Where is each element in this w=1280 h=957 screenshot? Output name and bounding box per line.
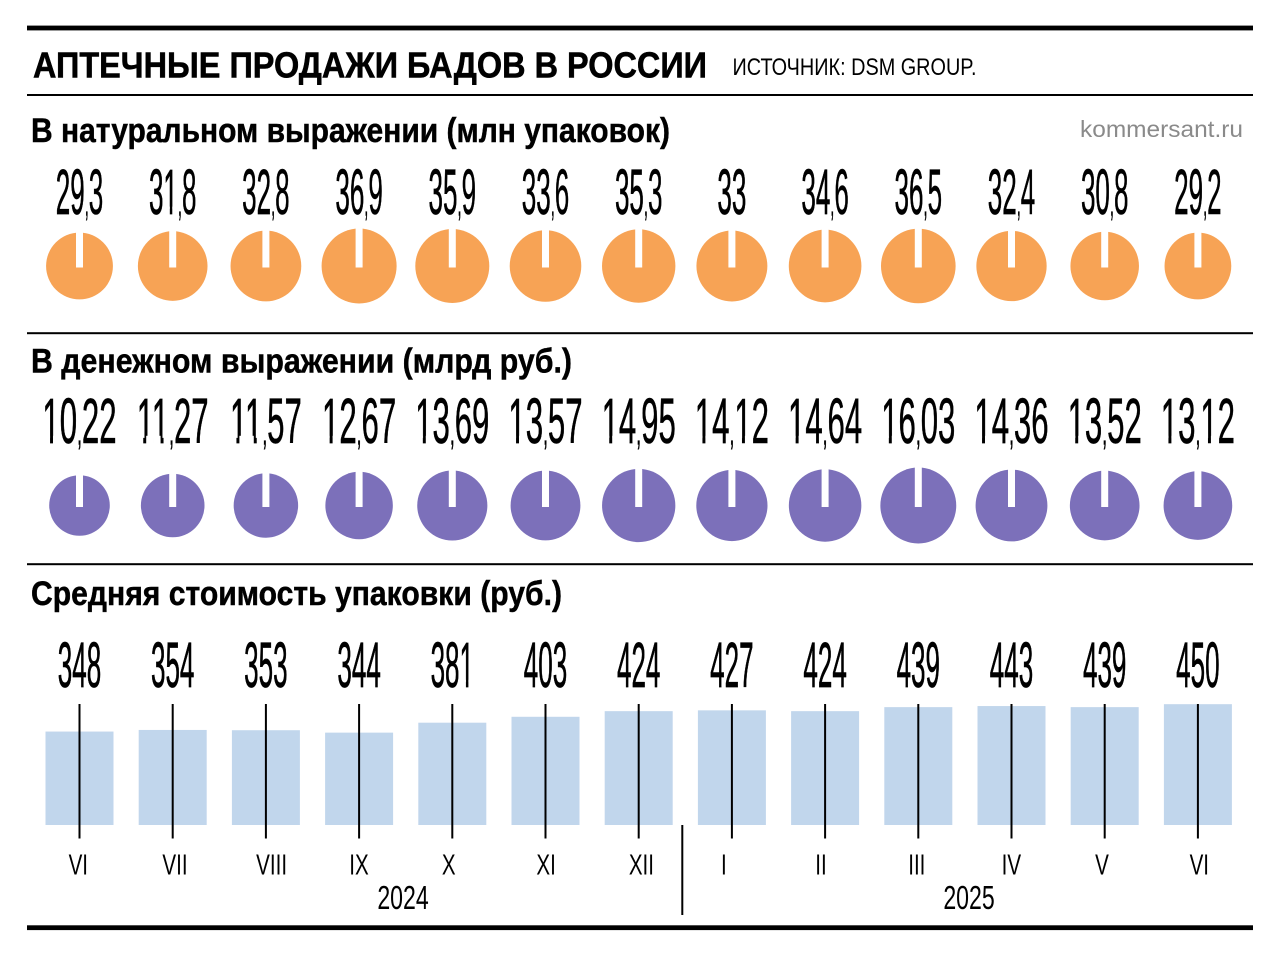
svg-text:Средняя стоимость упаковки (ру: Средняя стоимость упаковки (руб.)	[31, 575, 562, 613]
svg-text:16,03: 16,03	[881, 384, 955, 457]
svg-text:I: I	[721, 849, 727, 881]
svg-text:353: 353	[244, 631, 287, 702]
svg-text:14,95: 14,95	[602, 384, 676, 457]
svg-text:424: 424	[617, 631, 660, 702]
svg-text:2025: 2025	[943, 880, 994, 917]
svg-text:11,27: 11,27	[137, 384, 209, 457]
svg-text:31,8: 31,8	[149, 157, 197, 228]
svg-text:ИСТОЧНИК: DSM GROUP.: ИСТОЧНИК: DSM GROUP.	[733, 55, 977, 81]
svg-text:403: 403	[524, 631, 567, 702]
svg-text:33,6: 33,6	[522, 157, 570, 228]
svg-text:XI: XI	[536, 849, 555, 881]
svg-text:VII: VII	[162, 849, 187, 881]
svg-text:381: 381	[431, 631, 474, 702]
svg-text:443: 443	[990, 631, 1033, 702]
svg-text:В натуральном выражении (млн у: В натуральном выражении (млн упаковок)	[31, 112, 670, 150]
svg-text:36,9: 36,9	[335, 157, 383, 228]
svg-text:34,6: 34,6	[801, 157, 849, 228]
svg-text:29,3: 29,3	[56, 157, 104, 228]
svg-text:VIII: VIII	[256, 849, 287, 881]
svg-text:III: III	[908, 849, 925, 881]
svg-text:29,2: 29,2	[1174, 157, 1222, 228]
svg-text:439: 439	[897, 631, 940, 702]
svg-text:X: X	[442, 849, 456, 881]
svg-text:В денежном выражении (млрд руб: В денежном выражении (млрд руб.)	[31, 343, 572, 381]
svg-text:35,9: 35,9	[429, 157, 477, 228]
svg-text:VI: VI	[69, 849, 88, 881]
svg-text:11,57: 11,57	[230, 384, 302, 457]
svg-text:IV: IV	[1002, 849, 1022, 881]
svg-text:32,4: 32,4	[988, 157, 1036, 228]
svg-text:439: 439	[1083, 631, 1126, 702]
svg-text:424: 424	[803, 631, 846, 702]
svg-text:14,12: 14,12	[695, 384, 769, 457]
svg-text:450: 450	[1176, 631, 1219, 702]
svg-text:30,8: 30,8	[1081, 157, 1129, 228]
svg-text:427: 427	[710, 631, 753, 702]
svg-text:35,3: 35,3	[615, 157, 663, 228]
svg-text:344: 344	[337, 631, 380, 702]
svg-text:36,5: 36,5	[895, 157, 943, 228]
svg-text:II: II	[815, 849, 826, 881]
svg-text:14,64: 14,64	[788, 384, 862, 457]
svg-text:VI: VI	[1190, 849, 1209, 881]
svg-text:IX: IX	[349, 849, 369, 881]
svg-text:2024: 2024	[377, 880, 428, 917]
svg-text:354: 354	[151, 631, 194, 702]
svg-text:348: 348	[58, 631, 101, 702]
svg-text:33: 33	[717, 157, 746, 228]
svg-text:32,8: 32,8	[242, 157, 290, 228]
svg-text:13,69: 13,69	[415, 384, 489, 457]
svg-text:kommersant.ru: kommersant.ru	[1080, 116, 1243, 142]
svg-text:V: V	[1095, 849, 1109, 881]
svg-text:АПТЕЧНЫЕ ПРОДАЖИ БАДОВ В РОССИ: АПТЕЧНЫЕ ПРОДАЖИ БАДОВ В РОССИИ	[33, 45, 707, 86]
svg-text:XII: XII	[629, 849, 654, 881]
